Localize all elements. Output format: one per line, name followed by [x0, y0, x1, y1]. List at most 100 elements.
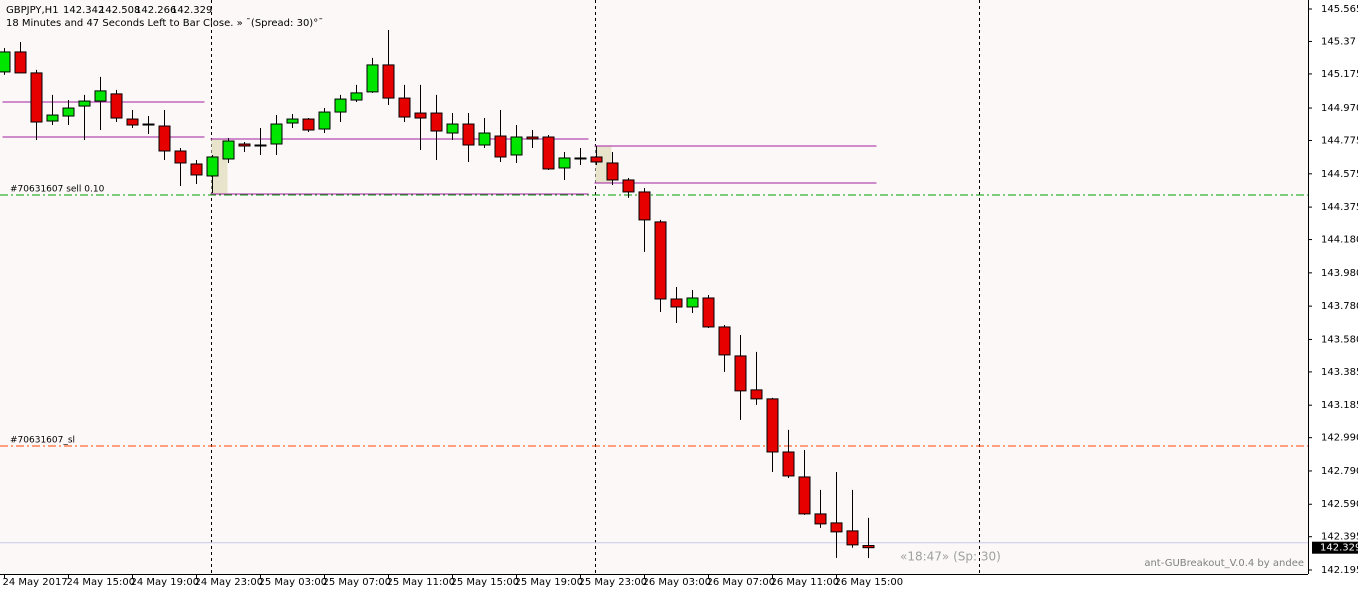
y-tick-label: 144.180 — [1321, 235, 1358, 246]
x-tick-label: 25 May 07:00 — [323, 577, 392, 588]
candle-body — [222, 140, 235, 160]
candle-body — [670, 298, 683, 308]
candle-body — [110, 93, 123, 119]
candle-body — [126, 118, 139, 126]
y-tick-label: 145.565 — [1321, 4, 1358, 15]
candle-body — [846, 530, 859, 546]
candle-body — [158, 125, 171, 152]
candle-body — [798, 476, 811, 515]
candle-body — [286, 118, 299, 124]
order-line-label: #70631607 sell 0.10 — [10, 184, 105, 194]
candle-body — [574, 157, 587, 160]
candle-body — [350, 92, 363, 101]
y-tick-label: 144.970 — [1321, 103, 1358, 114]
x-tick-label: 25 May 23:00 — [579, 577, 648, 588]
x-tick-label: 24 May 23:00 — [195, 577, 264, 588]
candle-body — [30, 72, 43, 123]
candle-body — [414, 112, 427, 119]
candle-body — [494, 135, 507, 158]
status: 18 Minutes and 47 Seconds Left to Bar Cl… — [6, 18, 323, 29]
candle-body — [734, 355, 747, 392]
bid-label: 142.329 — [1320, 543, 1358, 554]
candle-body — [718, 326, 731, 356]
candle-body — [750, 389, 763, 400]
candle-body — [590, 156, 603, 163]
y-tick-label: 142.790 — [1321, 466, 1358, 477]
candle-body — [542, 136, 555, 170]
candle-body — [382, 64, 395, 99]
candle-body — [174, 150, 187, 164]
candle-body — [302, 118, 315, 131]
candle-body — [558, 157, 571, 169]
candle-body — [46, 114, 59, 122]
candle-body — [686, 297, 699, 308]
y-tick-label: 143.185 — [1321, 400, 1358, 411]
candle-body — [526, 136, 539, 140]
candle-body — [606, 162, 619, 181]
candle-body — [766, 398, 779, 453]
timer: «18:47» (Sp: 30) — [900, 550, 1001, 564]
candle-body — [814, 513, 827, 525]
candle-body — [94, 90, 107, 102]
candle-body — [14, 51, 27, 74]
x-tick-label: 24 May 15:00 — [67, 577, 136, 588]
candle-body — [782, 451, 795, 477]
bid-label-box — [1312, 541, 1358, 554]
candle-body — [270, 123, 283, 145]
y-tick-label: 142.195 — [1321, 565, 1358, 576]
y-tick-label: 143.580 — [1321, 334, 1358, 345]
ohlc-low: 142.266 — [135, 5, 176, 16]
y-tick-label: 143.385 — [1321, 367, 1358, 378]
candle-body — [190, 163, 203, 176]
candle-body — [478, 132, 491, 146]
stop-loss-line-label: #70631607_sl — [10, 435, 75, 445]
symbol: GBPJPY,H1 — [6, 5, 59, 16]
candle-body — [366, 64, 379, 93]
candle-body — [254, 144, 267, 147]
candle-body — [702, 297, 715, 328]
ohlc-close: 142.329 — [171, 5, 212, 16]
candle-body — [62, 107, 75, 117]
y-tick-label: 142.990 — [1321, 433, 1358, 444]
y-tick-label: 144.575 — [1321, 169, 1358, 180]
candle-body — [238, 143, 251, 147]
indicator-name: ant-GUBreakout_V.0.4 by andee — [1144, 558, 1304, 569]
candle-body — [0, 51, 11, 73]
x-tick-label: 26 May 07:00 — [707, 577, 776, 588]
candle-body — [638, 191, 651, 221]
candle-body — [398, 97, 411, 118]
candle-body — [334, 98, 347, 113]
ohlc-open: 142.342 — [63, 5, 104, 16]
x-tick-label: 24 May 2017 — [3, 577, 68, 588]
marks — [0, 29, 1308, 559]
candle-body — [654, 221, 667, 300]
candle-body — [622, 179, 635, 193]
y-tick-label: 144.775 — [1321, 136, 1358, 147]
candle-body — [318, 111, 331, 130]
candle-body — [830, 522, 843, 533]
candle-body — [510, 136, 523, 156]
y-tick-label: 142.395 — [1321, 532, 1358, 543]
x-tick-label: 26 May 15:00 — [835, 577, 904, 588]
candle-body — [462, 123, 475, 146]
candle-body — [142, 123, 155, 126]
y-tick-label: 143.980 — [1321, 268, 1358, 279]
x-tick-label: 24 May 19:00 — [131, 577, 200, 588]
candle-body — [206, 156, 219, 177]
x-tick-label: 25 May 11:00 — [387, 577, 456, 588]
x-tick-label: 25 May 15:00 — [451, 577, 520, 588]
candle-body — [430, 112, 443, 132]
plot-area — [0, 0, 1308, 574]
y-tick-label: 144.375 — [1321, 202, 1358, 213]
candle-body — [862, 545, 875, 549]
y-tick-label: 145.175 — [1321, 69, 1358, 80]
y-tick-label: 142.590 — [1321, 499, 1358, 510]
candle-body — [78, 100, 91, 107]
candle-body — [446, 123, 459, 134]
x-tick-label: 26 May 11:00 — [771, 577, 840, 588]
x-tick-label: 25 May 03:00 — [259, 577, 328, 588]
y-tick-label: 145.37 — [1321, 36, 1356, 47]
x-tick-label: 25 May 19:00 — [515, 577, 584, 588]
